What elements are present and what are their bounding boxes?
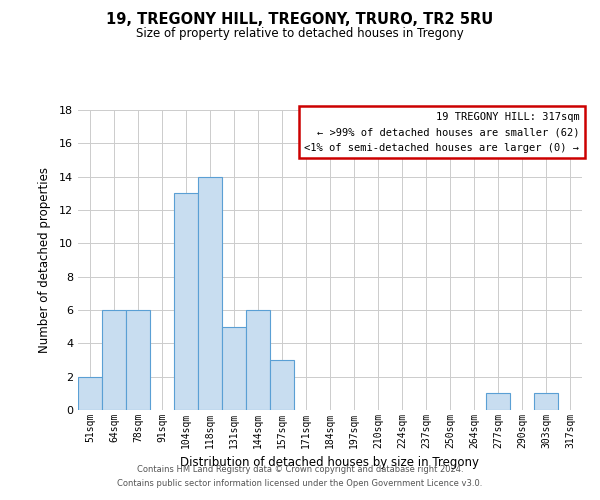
Y-axis label: Number of detached properties: Number of detached properties [38, 167, 50, 353]
Bar [78, 376, 102, 410]
Text: 19 TREGONY HILL: 317sqm
← >99% of detached houses are smaller (62)
<1% of semi-d: 19 TREGONY HILL: 317sqm ← >99% of detach… [304, 112, 580, 152]
Bar [270, 360, 294, 410]
Bar [534, 394, 558, 410]
Text: 19, TREGONY HILL, TREGONY, TRURO, TR2 5RU: 19, TREGONY HILL, TREGONY, TRURO, TR2 5R… [106, 12, 494, 28]
X-axis label: Distribution of detached houses by size in Tregony: Distribution of detached houses by size … [181, 456, 479, 469]
Bar [102, 310, 126, 410]
Text: Size of property relative to detached houses in Tregony: Size of property relative to detached ho… [136, 28, 464, 40]
Text: Contains HM Land Registry data © Crown copyright and database right 2024.
Contai: Contains HM Land Registry data © Crown c… [118, 466, 482, 487]
Bar [174, 194, 198, 410]
Bar [222, 326, 246, 410]
Bar [198, 176, 222, 410]
Bar [126, 310, 150, 410]
Bar [486, 394, 510, 410]
Bar [246, 310, 270, 410]
